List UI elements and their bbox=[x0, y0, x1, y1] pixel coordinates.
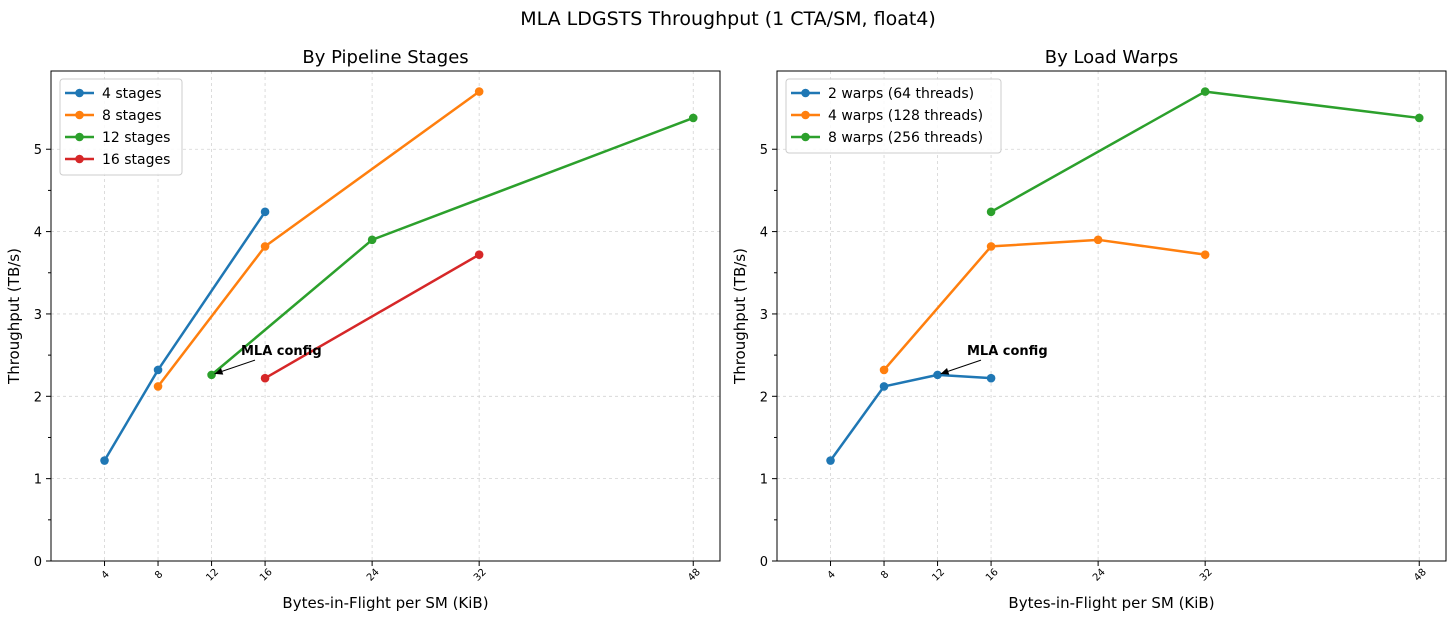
chart2-x-tick-label: 8 bbox=[879, 569, 891, 581]
chart1-y-tick-label: 1 bbox=[34, 473, 42, 488]
chart2-x-tick-label: 4 bbox=[826, 569, 838, 581]
chart2-legend-marker-4-warps-128-threads bbox=[801, 110, 810, 120]
chart1-series-12-stages-line bbox=[210, 116, 694, 376]
chart2-series-2-warps-64-threads-line bbox=[829, 373, 992, 462]
chart2-legend-box bbox=[785, 78, 1002, 154]
chart1-legend-marker-12-stages bbox=[75, 132, 84, 142]
chart1-title: By Pipeline Stages bbox=[302, 47, 468, 68]
chart2-series-4-warps-128-threads-point bbox=[879, 365, 889, 375]
figure-title: MLA LDGSTS Throughput (1 CTA/SM, float4) bbox=[520, 8, 936, 30]
chart2-x-tick-label: 24 bbox=[1091, 567, 1108, 584]
chart2-legend-label-4-warps-128-threads: 4 warps (128 threads) bbox=[828, 108, 983, 124]
chart1-x-tick-label: 32 bbox=[472, 567, 489, 584]
chart2-y-tick-label: 5 bbox=[760, 143, 768, 158]
chart2-y-tick-label: 2 bbox=[760, 390, 768, 405]
chart2-y-tick-label: 3 bbox=[760, 308, 768, 323]
chart2-series-4-warps-128-threads-line bbox=[883, 238, 1206, 371]
chart1-annotation-label: MLA config bbox=[241, 344, 322, 359]
chart1-series-12-stages-point bbox=[207, 370, 216, 380]
chart1-y-axis-label: Throughput (TB/s) bbox=[5, 248, 23, 385]
chart2-series-8-warps-256-threads-point bbox=[1414, 113, 1424, 123]
chart1-legend-label-16-stages: 16 stages bbox=[102, 152, 170, 168]
chart2-series-2-warps-64-threads-point bbox=[826, 456, 835, 465]
chart1-series-12-stages-point bbox=[367, 235, 377, 245]
chart2-x-tick-label: 32 bbox=[1198, 567, 1215, 584]
chart2-series-4-warps-128-threads-point bbox=[1093, 235, 1103, 245]
chart2-series-2-warps-64-threads-point bbox=[933, 370, 942, 380]
chart1-legend-marker-4-stages bbox=[75, 88, 84, 98]
chart2-y-tick-label: 4 bbox=[760, 226, 768, 241]
chart2-legend-marker-8-warps-256-threads bbox=[801, 132, 810, 142]
chart2-x-tick-label: 16 bbox=[984, 567, 1001, 584]
chart2-y-axis-label: Throughput (TB/s) bbox=[731, 248, 749, 385]
chart1-legend-marker-16-stages bbox=[75, 154, 84, 164]
chart2-axes-frame bbox=[776, 70, 1447, 562]
chart1-series-4-stages-line bbox=[103, 211, 267, 462]
chart1-series-4-stages-point bbox=[153, 365, 163, 375]
chart2-y-tick-label: 1 bbox=[760, 473, 768, 488]
chart1-series-4-stages-point bbox=[260, 207, 270, 217]
chart1-series-4-stages-point bbox=[100, 456, 109, 465]
chart2-annotation-label: MLA config bbox=[967, 344, 1048, 359]
chart1-legend-marker-8-stages bbox=[75, 110, 84, 120]
chart2-series-4-warps-128-threads-point bbox=[1200, 250, 1210, 259]
chart1-series-8-stages-point bbox=[260, 242, 270, 251]
chart1-x-tick-label: 48 bbox=[686, 567, 703, 584]
chart1-legend: 4 stages 8 stages 12 stages 16 stages bbox=[59, 78, 183, 176]
chart1-series-16-stages-point bbox=[260, 373, 270, 383]
chart1-y-tick-label: 0 bbox=[34, 555, 42, 570]
chart2-legend: 2 warps (64 threads) 4 warps (128 threads… bbox=[785, 78, 1002, 154]
chart1-legend-box bbox=[59, 78, 183, 176]
chart1-y-tick-label: 4 bbox=[34, 226, 42, 241]
chart1-x-tick-label: 4 bbox=[100, 569, 112, 581]
chart2-x-tick-label: 48 bbox=[1412, 567, 1429, 584]
chart2-series-8-warps-256-threads-point bbox=[986, 207, 996, 217]
chart1-annotation-arrowhead bbox=[214, 367, 224, 375]
chart2-annotation-arrowhead bbox=[940, 367, 950, 375]
chart2-series-8-warps-256-threads-point bbox=[1200, 87, 1210, 96]
chart1-legend-label-8-stages: 8 stages bbox=[102, 108, 162, 124]
chart1-y-tick-label: 2 bbox=[34, 390, 42, 405]
chart1-y-tick-label: 3 bbox=[34, 308, 42, 323]
chart2-x-axis-label: Bytes-in-Flight per SM (KiB) bbox=[1008, 594, 1214, 612]
chart2-legend-label-2-warps-64-threads: 2 warps (64 threads) bbox=[828, 86, 974, 102]
chart2-x-tick-label: 12 bbox=[930, 567, 947, 584]
chart1-x-tick-label: 8 bbox=[153, 569, 165, 581]
chart1-y-tick-label: 5 bbox=[34, 143, 42, 158]
chart2-legend-label-8-warps-256-threads: 8 warps (256 threads) bbox=[828, 130, 983, 146]
chart1-series-12-stages-point bbox=[688, 113, 698, 123]
chart2-legend-marker-2-warps-64-threads bbox=[801, 88, 810, 98]
chart1-axes-frame bbox=[50, 70, 721, 562]
chart2-title: By Load Warps bbox=[1045, 47, 1179, 68]
chart2-series-2-warps-64-threads-point bbox=[986, 373, 996, 383]
chart1-x-tick-label: 12 bbox=[204, 567, 221, 584]
chart1-x-tick-label: 24 bbox=[365, 567, 382, 584]
chart2-series-2-warps-64-threads-point bbox=[879, 382, 889, 391]
chart1-x-axis-label: Bytes-in-Flight per SM (KiB) bbox=[282, 594, 488, 612]
chart1-series-8-stages-line bbox=[157, 90, 480, 388]
chart1-series-16-stages-point bbox=[474, 250, 484, 259]
chart1-legend-label-12-stages: 12 stages bbox=[102, 130, 170, 146]
chart2-y-tick-label: 0 bbox=[760, 555, 768, 570]
chart1-series-8-stages-point bbox=[474, 87, 484, 96]
chart1-series-8-stages-point bbox=[153, 382, 163, 391]
chart1-legend-label-4-stages: 4 stages bbox=[102, 86, 162, 102]
chart1-series-16-stages-line bbox=[264, 253, 480, 380]
chart2-series-4-warps-128-threads-point bbox=[986, 242, 996, 251]
chart1-x-tick-label: 16 bbox=[258, 567, 275, 584]
